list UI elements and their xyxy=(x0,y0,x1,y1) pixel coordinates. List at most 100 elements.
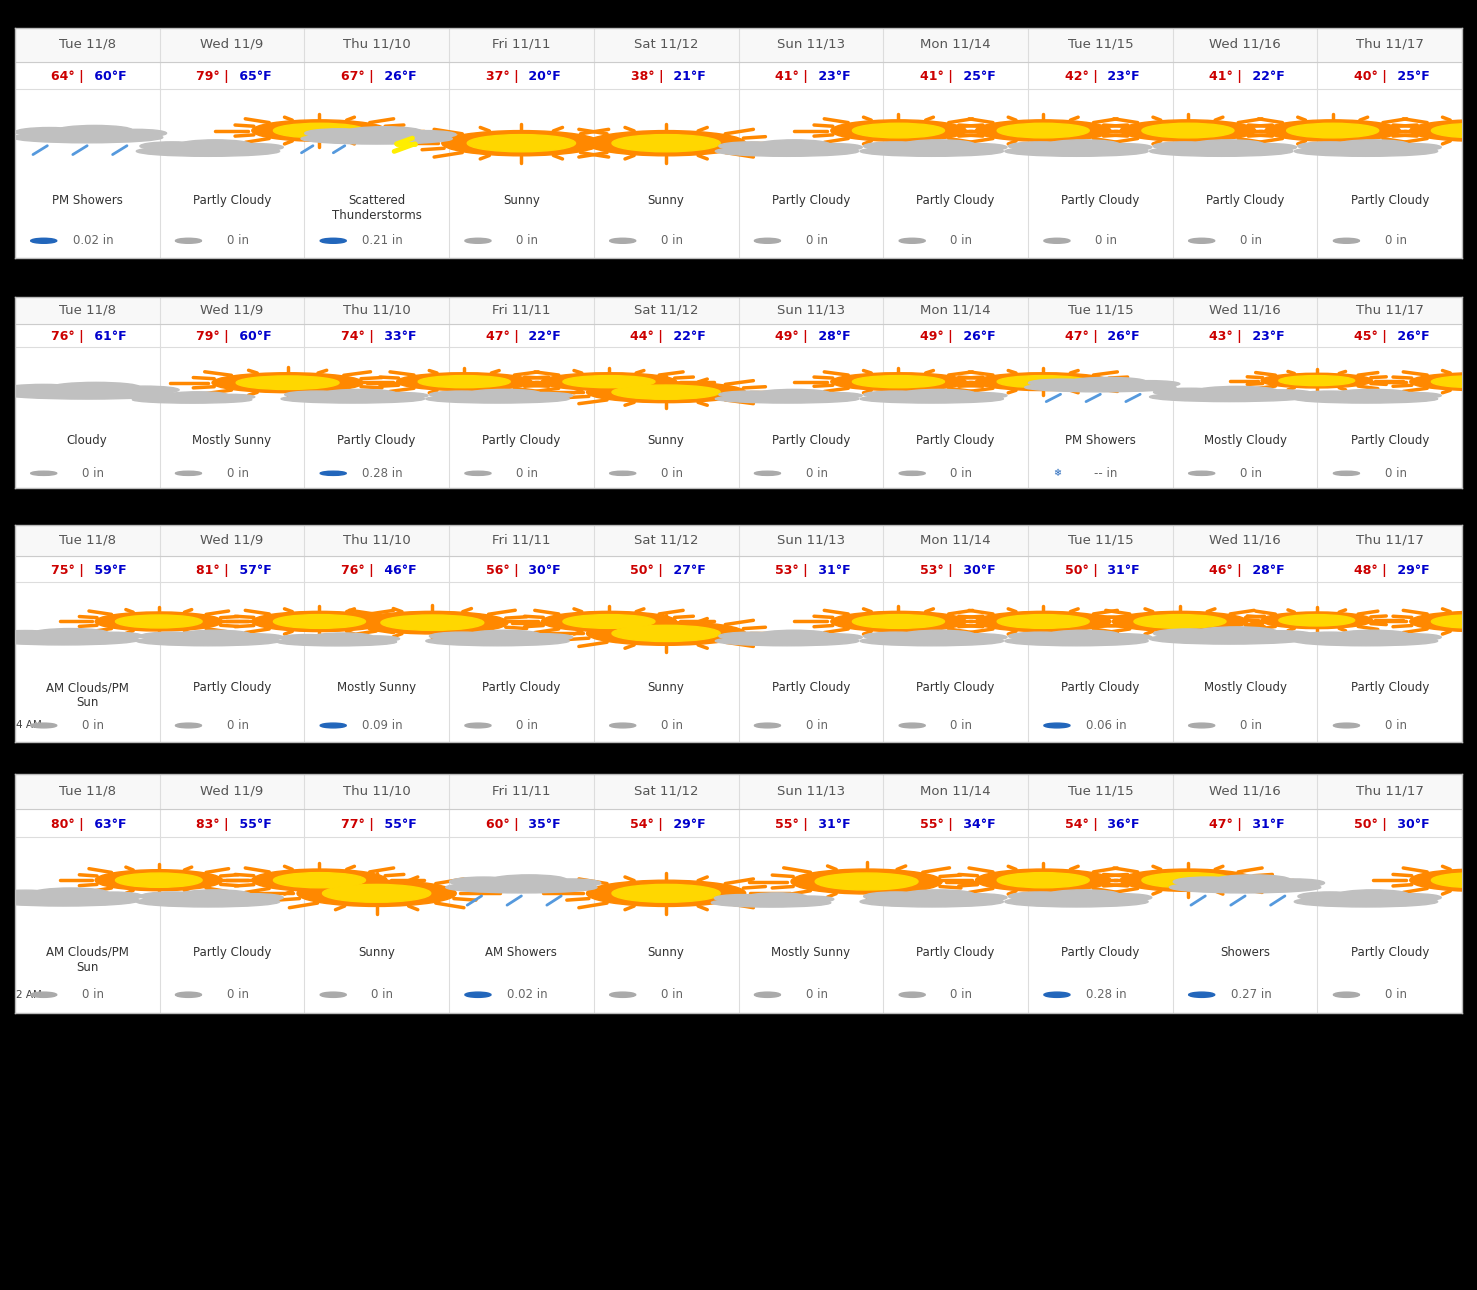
Ellipse shape xyxy=(950,894,1007,902)
Ellipse shape xyxy=(1044,239,1069,244)
Text: 31°F: 31°F xyxy=(814,818,851,831)
Ellipse shape xyxy=(1298,391,1362,399)
Bar xyxy=(449,28,594,62)
Ellipse shape xyxy=(1044,992,1069,997)
Text: 55°F: 55°F xyxy=(380,818,417,831)
Text: 50° |: 50° | xyxy=(631,564,663,577)
Circle shape xyxy=(792,869,942,894)
Bar xyxy=(160,297,304,324)
Ellipse shape xyxy=(755,471,780,476)
Ellipse shape xyxy=(1047,631,1120,639)
Ellipse shape xyxy=(1154,388,1226,396)
Text: AM Clouds/PM
Sun: AM Clouds/PM Sun xyxy=(46,946,128,974)
Text: 34°F: 34°F xyxy=(959,818,995,831)
Ellipse shape xyxy=(430,391,493,399)
Text: 0 in: 0 in xyxy=(660,719,682,731)
Text: Wed 11/9: Wed 11/9 xyxy=(201,303,263,316)
Ellipse shape xyxy=(758,390,830,397)
Circle shape xyxy=(586,130,746,156)
Text: 60°F: 60°F xyxy=(235,330,272,343)
Text: 76° |: 76° | xyxy=(52,330,84,343)
Ellipse shape xyxy=(0,635,139,645)
Circle shape xyxy=(830,373,966,391)
Text: 55° |: 55° | xyxy=(920,818,953,831)
Circle shape xyxy=(586,622,746,645)
Circle shape xyxy=(1261,611,1372,628)
Text: 50° |: 50° | xyxy=(1354,818,1387,831)
Ellipse shape xyxy=(786,897,833,903)
Ellipse shape xyxy=(1334,992,1359,997)
Text: 0 in: 0 in xyxy=(226,719,248,731)
Ellipse shape xyxy=(755,992,780,997)
Text: 26°F: 26°F xyxy=(959,330,995,343)
Ellipse shape xyxy=(0,895,139,906)
Text: Fri 11/11: Fri 11/11 xyxy=(492,534,551,547)
Ellipse shape xyxy=(864,142,928,151)
Circle shape xyxy=(381,615,484,631)
Circle shape xyxy=(115,873,202,888)
Text: 49° |: 49° | xyxy=(920,330,953,343)
Text: Sunny: Sunny xyxy=(359,946,394,958)
Ellipse shape xyxy=(278,637,396,646)
Text: Mostly Sunny: Mostly Sunny xyxy=(771,946,851,958)
Ellipse shape xyxy=(425,636,569,646)
Text: 83° |: 83° | xyxy=(196,818,229,831)
Text: 0 in: 0 in xyxy=(371,988,393,1001)
Text: Partly Cloudy: Partly Cloudy xyxy=(1350,946,1430,958)
Text: Sun 11/13: Sun 11/13 xyxy=(777,303,845,316)
Ellipse shape xyxy=(179,890,251,899)
Text: 65°F: 65°F xyxy=(235,70,272,83)
Text: 30°F: 30°F xyxy=(1393,818,1430,831)
Circle shape xyxy=(1120,869,1255,891)
Text: 49° |: 49° | xyxy=(775,330,808,343)
Text: Sunny: Sunny xyxy=(504,194,539,206)
Bar xyxy=(738,297,883,324)
Ellipse shape xyxy=(1384,894,1442,902)
Ellipse shape xyxy=(106,129,167,137)
Ellipse shape xyxy=(1154,630,1226,637)
Ellipse shape xyxy=(715,636,858,646)
Ellipse shape xyxy=(715,894,768,902)
Text: Partly Cloudy: Partly Cloudy xyxy=(1205,194,1285,206)
Circle shape xyxy=(251,611,387,632)
Text: 0 in: 0 in xyxy=(226,235,248,248)
Text: 47° |: 47° | xyxy=(486,330,518,343)
Circle shape xyxy=(357,611,508,633)
Text: Wed 11/9: Wed 11/9 xyxy=(201,784,263,797)
Text: 0 in: 0 in xyxy=(515,467,538,480)
Text: Tue 11/15: Tue 11/15 xyxy=(1068,534,1133,547)
Ellipse shape xyxy=(1334,724,1359,728)
Ellipse shape xyxy=(465,471,490,476)
Circle shape xyxy=(815,873,919,890)
Circle shape xyxy=(975,373,1111,391)
Text: 0 in: 0 in xyxy=(1239,719,1261,731)
Ellipse shape xyxy=(1384,633,1442,641)
Text: 56° |: 56° | xyxy=(486,564,518,577)
Bar xyxy=(1317,525,1462,556)
Text: 0 in: 0 in xyxy=(1239,235,1261,248)
Text: Tue 11/8: Tue 11/8 xyxy=(59,534,115,547)
Text: 26°F: 26°F xyxy=(1103,330,1140,343)
Circle shape xyxy=(1431,872,1477,888)
Text: 0 in: 0 in xyxy=(1094,235,1117,248)
Text: Sunny: Sunny xyxy=(648,194,684,206)
Ellipse shape xyxy=(1239,143,1297,151)
Text: 43° |: 43° | xyxy=(1210,330,1242,343)
Text: 0 in: 0 in xyxy=(1239,467,1261,480)
Ellipse shape xyxy=(950,633,1007,641)
Text: 25°F: 25°F xyxy=(1393,70,1430,83)
Ellipse shape xyxy=(446,881,597,893)
Circle shape xyxy=(251,120,387,142)
Ellipse shape xyxy=(1094,633,1152,641)
Text: 0.28 in: 0.28 in xyxy=(1086,988,1127,1001)
Ellipse shape xyxy=(12,132,162,143)
Text: Thu 11/17: Thu 11/17 xyxy=(1356,37,1424,50)
Ellipse shape xyxy=(301,133,452,144)
Ellipse shape xyxy=(465,724,490,728)
Ellipse shape xyxy=(899,724,925,728)
Bar xyxy=(1173,28,1317,62)
Ellipse shape xyxy=(109,386,179,393)
Ellipse shape xyxy=(133,396,251,404)
Text: Partly Cloudy: Partly Cloudy xyxy=(916,435,995,448)
Ellipse shape xyxy=(715,395,858,402)
